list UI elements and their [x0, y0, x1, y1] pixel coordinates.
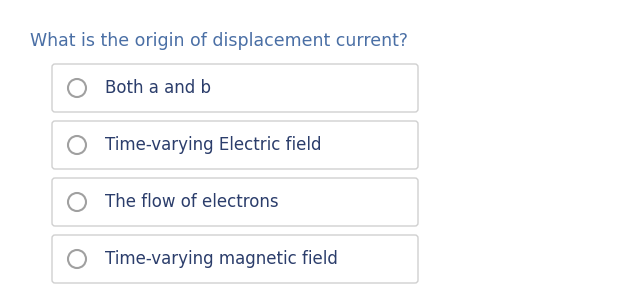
FancyBboxPatch shape — [52, 121, 418, 169]
Ellipse shape — [68, 250, 86, 268]
FancyBboxPatch shape — [52, 235, 418, 283]
FancyBboxPatch shape — [52, 64, 418, 112]
FancyBboxPatch shape — [52, 178, 418, 226]
Text: Time-varying magnetic field: Time-varying magnetic field — [105, 250, 338, 268]
Text: Both a and b: Both a and b — [105, 79, 211, 97]
Ellipse shape — [68, 136, 86, 154]
Ellipse shape — [68, 193, 86, 211]
Ellipse shape — [68, 79, 86, 97]
Text: What is the origin of displacement current?: What is the origin of displacement curre… — [30, 32, 408, 50]
Text: Time-varying Electric field: Time-varying Electric field — [105, 136, 321, 154]
Text: The flow of electrons: The flow of electrons — [105, 193, 279, 211]
